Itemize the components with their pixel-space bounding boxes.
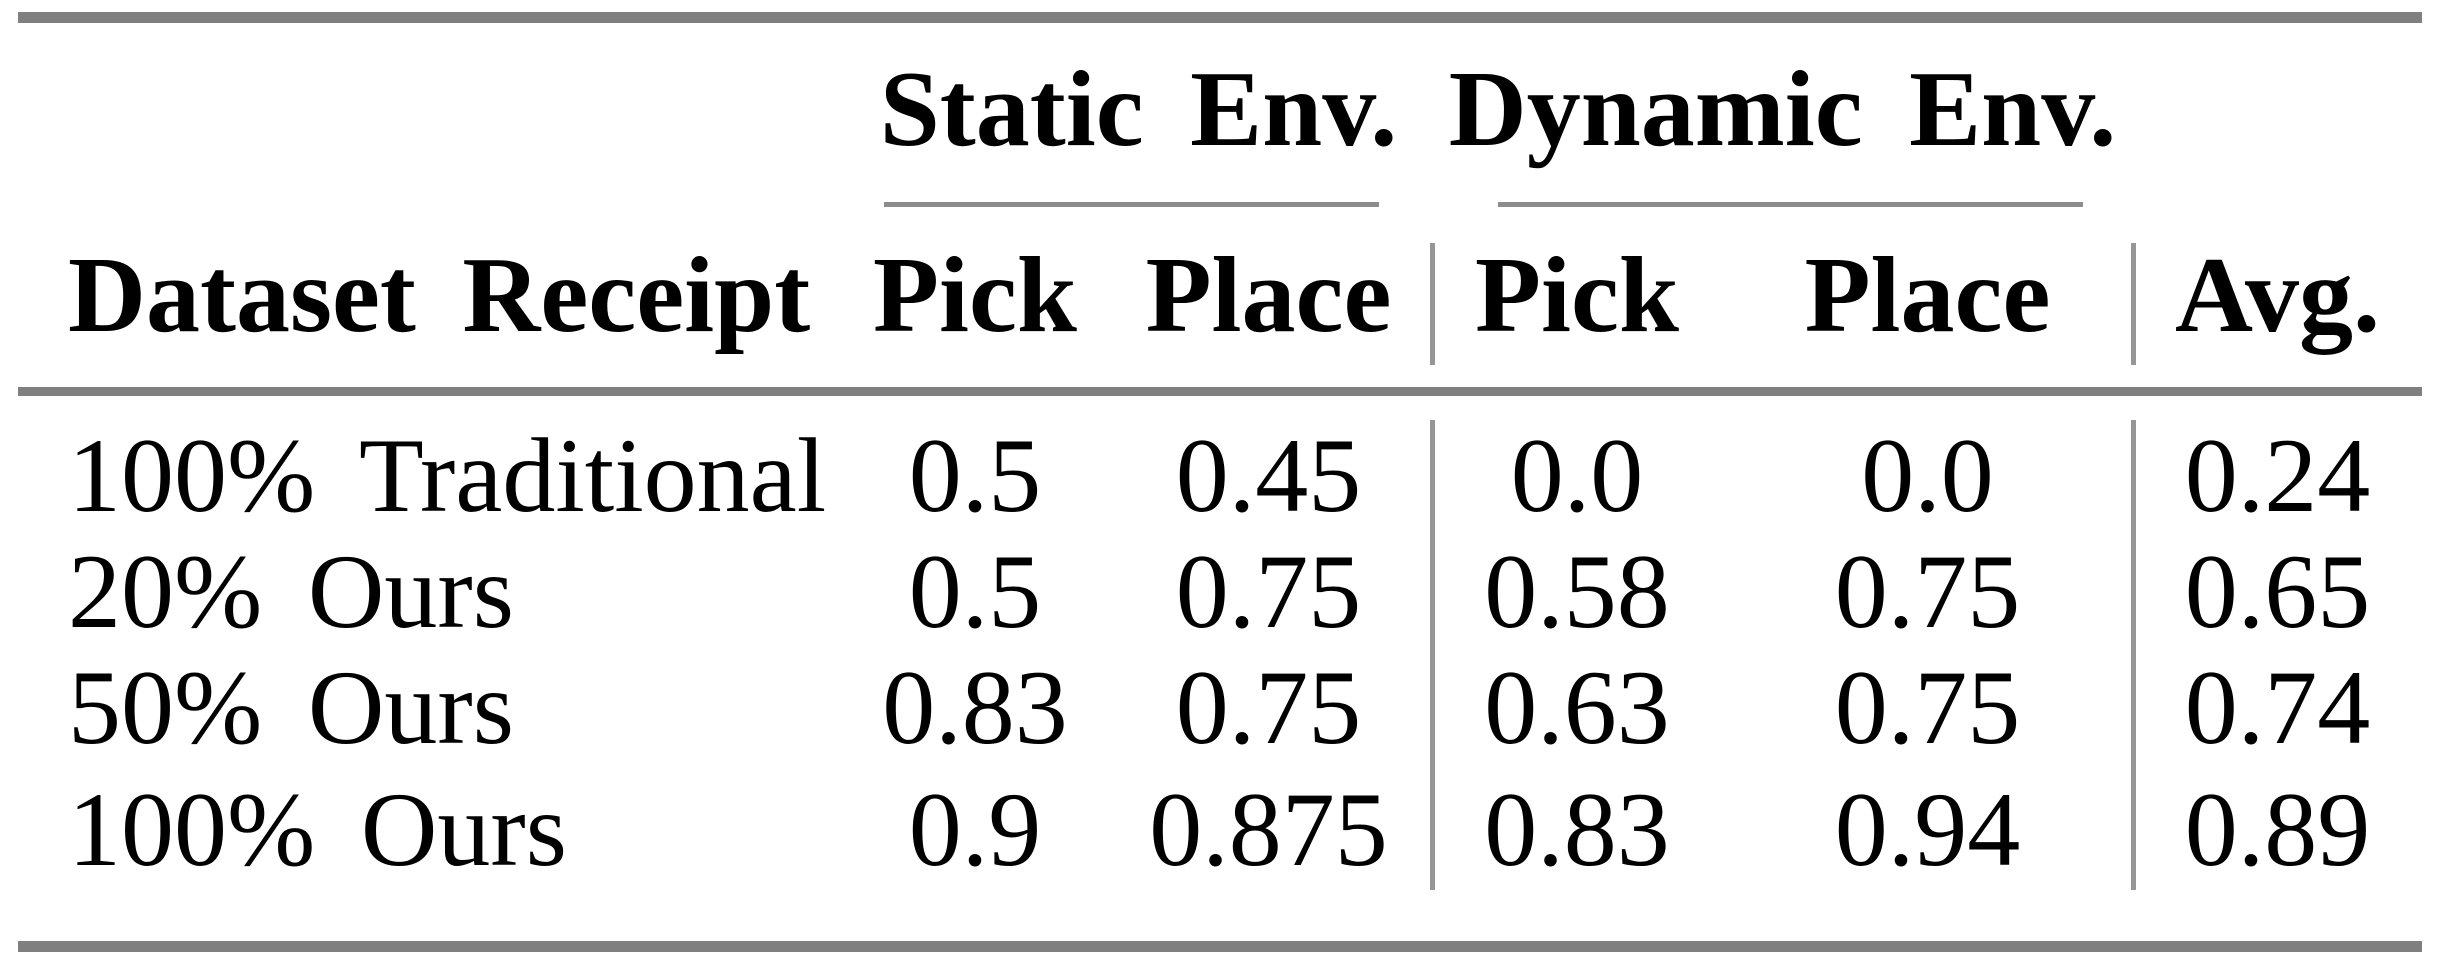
vertical-rule-1-header <box>1430 243 1435 365</box>
col-header-dynamic-pick: Pick <box>1475 236 1679 355</box>
col-header-static-pick: Pick <box>873 236 1077 355</box>
vertical-rule-2-header <box>2131 243 2136 365</box>
table-cell: 0.75 <box>1834 533 2021 650</box>
col-header-static-place: Place <box>1145 236 1392 355</box>
dynamic-env-cmidrule <box>1498 202 2083 207</box>
vertical-rule-1-body <box>1430 420 1435 890</box>
table-cell: 0.5 <box>908 417 1042 534</box>
table-cell: 0.58 <box>1484 533 1670 650</box>
row-label: 50% Ours <box>68 649 514 766</box>
table-cell: 0.65 <box>2184 533 2371 650</box>
group-header-static-env: Static Env. <box>879 50 1398 169</box>
table-cell: 0.74 <box>2184 649 2371 766</box>
table-cell: 0.45 <box>1175 417 1362 534</box>
table-cell: 0.0 <box>1861 417 1994 534</box>
group-header-dynamic-env: Dynamic Env. <box>1448 50 2117 169</box>
table-cell: 0.9 <box>908 771 1042 888</box>
header-midrule <box>18 387 2422 396</box>
table-cell: 0.94 <box>1834 771 2021 888</box>
top-rule <box>18 12 2422 23</box>
table-cell: 0.24 <box>2184 417 2371 534</box>
col-header-dataset-receipt: Dataset Receipt <box>68 236 811 355</box>
table-cell: 0.63 <box>1484 649 1670 766</box>
vertical-rule-2-body <box>2131 420 2136 890</box>
row-label: 20% Ours <box>68 533 514 650</box>
col-header-dynamic-place: Place <box>1804 236 2051 355</box>
table-cell: 0.875 <box>1149 771 1388 888</box>
table-cell: 0.89 <box>2184 771 2371 888</box>
table-cell: 0.75 <box>1834 649 2021 766</box>
col-header-avg: Avg. <box>2175 236 2380 355</box>
table-cell: 0.0 <box>1510 417 1644 534</box>
row-label: 100% Traditional <box>68 417 827 534</box>
static-env-cmidrule <box>884 202 1379 207</box>
bottom-rule <box>18 941 2422 952</box>
table-cell: 0.83 <box>882 649 1068 766</box>
table-cell: 0.75 <box>1175 533 1362 650</box>
table-cell: 0.83 <box>1484 771 1670 888</box>
table-cell: 0.75 <box>1175 649 1362 766</box>
row-label: 100% Ours <box>68 771 567 888</box>
table-cell: 0.5 <box>908 533 1042 650</box>
